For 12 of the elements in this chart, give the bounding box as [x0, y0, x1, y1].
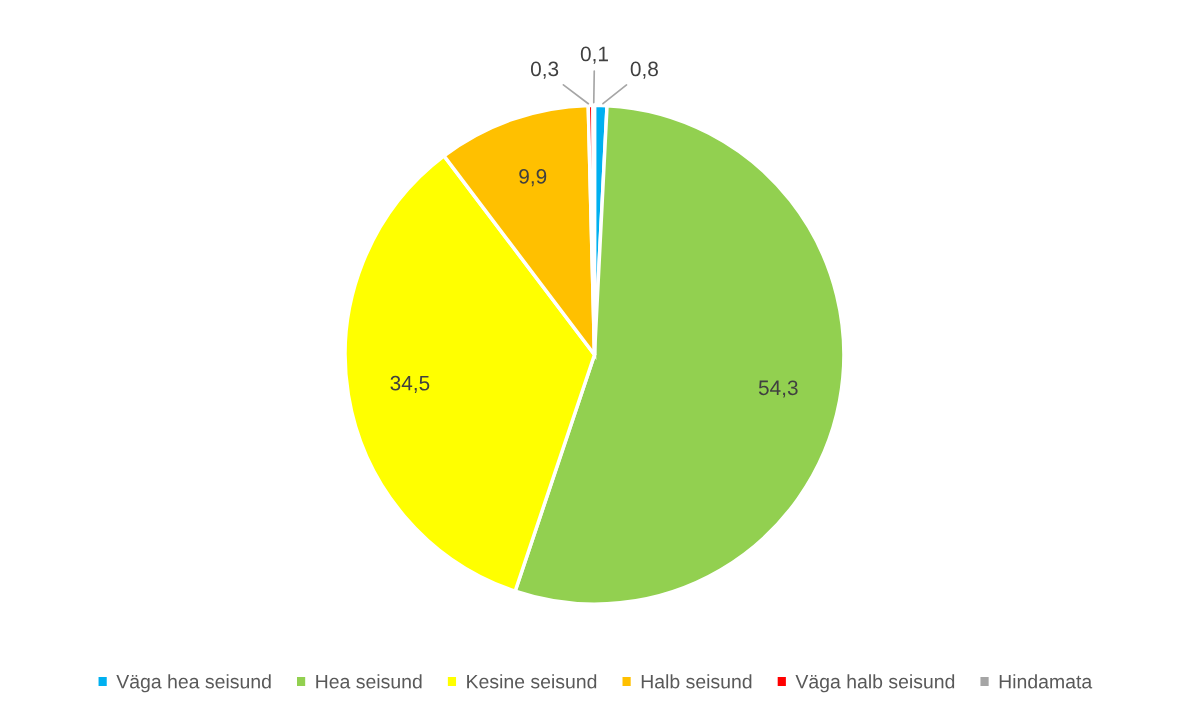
data-label: 0,3 — [530, 61, 559, 79]
legend-label: Väga hea seisund — [116, 674, 271, 693]
legend-label: Hindamata — [999, 674, 1093, 689]
data-label: 0,8 — [630, 61, 658, 79]
data-label: 0,1 — [580, 46, 608, 64]
legend-label: Hea seisund — [316, 674, 422, 689]
data-label: 54,3 — [758, 380, 798, 398]
legend-label: Halb seisund — [641, 674, 752, 689]
data-label: 34,5 — [390, 375, 430, 393]
legend-label: Väga halb seisund — [795, 674, 955, 693]
data-label: 9,9 — [519, 169, 547, 187]
legend-label: Kesine seisund — [467, 674, 597, 689]
